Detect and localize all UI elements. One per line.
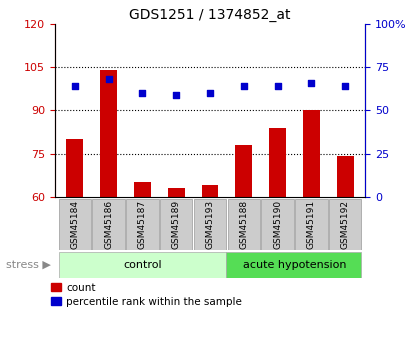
- Text: GSM45189: GSM45189: [172, 200, 181, 249]
- Text: GSM45190: GSM45190: [273, 200, 282, 249]
- Bar: [202, 185, 218, 197]
- Bar: [235, 145, 252, 197]
- Bar: [100, 70, 117, 197]
- FancyBboxPatch shape: [59, 252, 226, 278]
- Text: GSM45187: GSM45187: [138, 200, 147, 249]
- Bar: [66, 139, 83, 197]
- Point: [308, 80, 315, 86]
- Point: [240, 83, 247, 89]
- FancyBboxPatch shape: [59, 199, 91, 250]
- Point: [105, 77, 112, 82]
- Text: GSM45193: GSM45193: [205, 200, 215, 249]
- Bar: [134, 182, 151, 197]
- Text: GSM45184: GSM45184: [71, 200, 79, 249]
- FancyBboxPatch shape: [226, 252, 361, 278]
- Bar: [337, 156, 354, 197]
- FancyBboxPatch shape: [194, 199, 226, 250]
- Point: [274, 83, 281, 89]
- Text: GSM45192: GSM45192: [341, 200, 349, 249]
- Point: [207, 90, 213, 96]
- Point: [139, 90, 146, 96]
- Text: control: control: [123, 260, 162, 270]
- Title: GDS1251 / 1374852_at: GDS1251 / 1374852_at: [129, 8, 291, 22]
- Text: acute hypotension: acute hypotension: [243, 260, 346, 270]
- Point: [71, 83, 78, 89]
- Text: stress ▶: stress ▶: [5, 260, 50, 270]
- FancyBboxPatch shape: [126, 199, 159, 250]
- FancyBboxPatch shape: [261, 199, 294, 250]
- Point: [173, 92, 180, 98]
- FancyBboxPatch shape: [160, 199, 192, 250]
- FancyBboxPatch shape: [92, 199, 125, 250]
- Point: [342, 83, 349, 89]
- Text: GSM45186: GSM45186: [104, 200, 113, 249]
- FancyBboxPatch shape: [295, 199, 328, 250]
- FancyBboxPatch shape: [329, 199, 361, 250]
- Bar: [303, 110, 320, 197]
- Text: GSM45188: GSM45188: [239, 200, 248, 249]
- Text: GSM45191: GSM45191: [307, 200, 316, 249]
- Bar: [168, 188, 185, 197]
- Legend: count, percentile rank within the sample: count, percentile rank within the sample: [51, 283, 242, 307]
- Bar: [269, 128, 286, 197]
- FancyBboxPatch shape: [228, 199, 260, 250]
